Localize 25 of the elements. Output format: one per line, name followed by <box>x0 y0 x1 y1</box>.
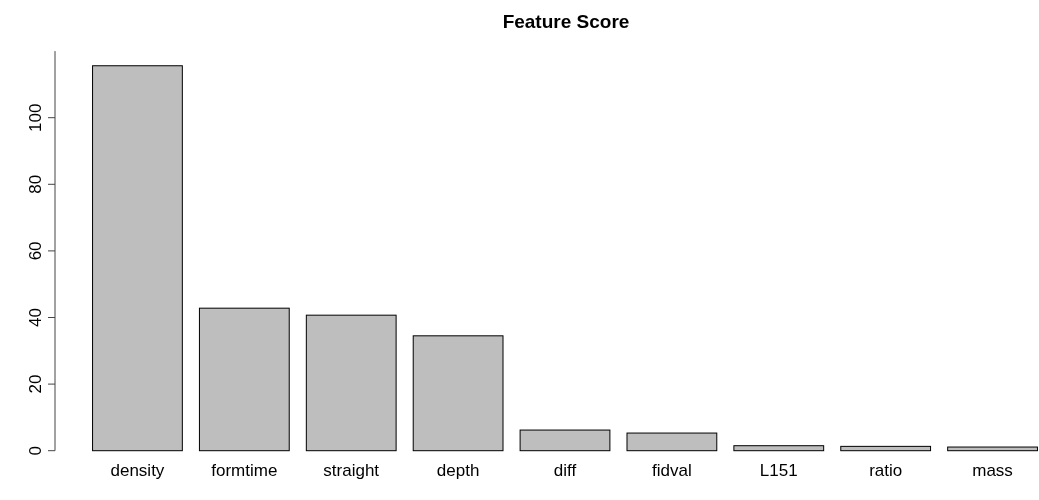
y-tick-label: 40 <box>26 308 45 327</box>
bar <box>733 445 825 452</box>
bar <box>840 445 932 452</box>
x-tick-label: L151 <box>759 461 798 480</box>
x-tick-label: fidval <box>652 461 692 480</box>
y-tick-label: 100 <box>26 103 45 132</box>
y-tick-label: 60 <box>26 241 45 261</box>
x-tick-label: straight <box>323 461 380 480</box>
bar <box>198 307 290 452</box>
x-tick-label: formtime <box>211 461 278 480</box>
bar <box>947 446 1038 452</box>
bar <box>519 429 611 452</box>
bar <box>92 65 183 452</box>
x-tick-label: ratio <box>869 461 903 480</box>
y-tick-label: 0 <box>26 445 45 456</box>
x-tick-label: diff <box>553 461 577 480</box>
y-tick-label: 20 <box>26 374 45 394</box>
chart-title: Feature Score <box>502 11 630 32</box>
bar <box>626 432 718 452</box>
x-tick-label: mass <box>972 461 1013 480</box>
x-tick-label: depth <box>436 461 480 480</box>
bar <box>305 314 397 452</box>
x-tick-label: density <box>110 461 165 480</box>
bar <box>412 335 504 452</box>
y-tick-label: 80 <box>26 174 45 194</box>
